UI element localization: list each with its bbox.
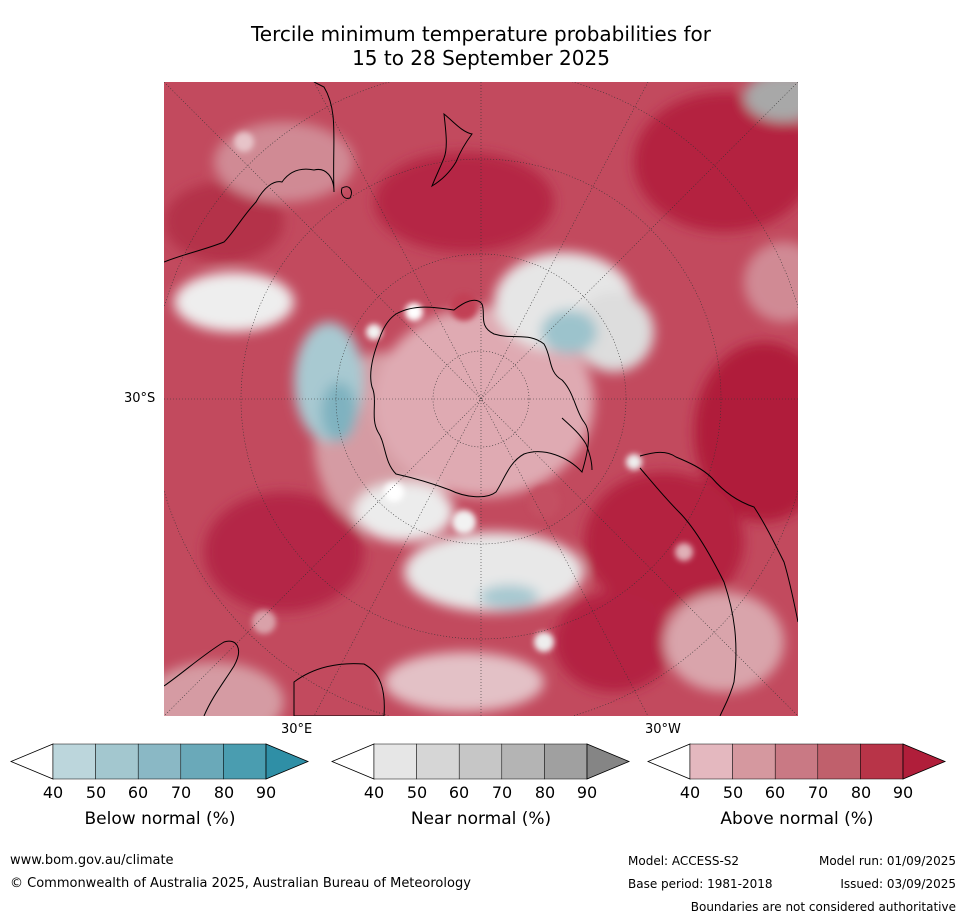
colorbar-segment xyxy=(95,743,139,780)
tick-label: 90 xyxy=(892,783,914,802)
colorbar-near-svg xyxy=(331,743,631,780)
tick-label: 90 xyxy=(576,783,598,802)
copyright-text: © Commonwealth of Australia 2025, Austra… xyxy=(10,876,471,891)
australia-coastline xyxy=(164,82,335,263)
colorbar-segment xyxy=(373,743,417,780)
map-canvas xyxy=(164,82,798,716)
colorbar-above-normal: 40 50 60 70 80 90 Above normal (%) xyxy=(647,743,947,829)
tick-label: 40 xyxy=(363,783,385,802)
colorbar-upper-extend xyxy=(586,743,631,780)
tick-label: 50 xyxy=(85,783,107,802)
tick-label: 40 xyxy=(42,783,64,802)
colorbar-segment xyxy=(860,743,904,780)
title-line-2: 15 to 28 September 2025 xyxy=(352,46,610,70)
website-link[interactable]: www.bom.gov.au/climate xyxy=(10,853,174,868)
africa-coastline xyxy=(164,640,239,716)
colorbar-upper-extend xyxy=(902,743,947,780)
colorbar-lower-extend xyxy=(10,743,54,780)
antarctica-coastline xyxy=(370,299,589,498)
colorbar-segment xyxy=(501,743,545,780)
probability-patches xyxy=(164,82,798,716)
colorbar-above-svg xyxy=(647,743,947,780)
colorbar-segment xyxy=(774,743,819,780)
graticule xyxy=(164,82,798,716)
antarctic-peninsula xyxy=(561,417,593,471)
colorbar-segment xyxy=(416,743,460,780)
fine-speckle xyxy=(234,132,693,652)
colorbar-segment xyxy=(732,743,776,780)
tick-label: 40 xyxy=(679,783,701,802)
tick-label: 70 xyxy=(170,783,192,802)
colorbar-below-normal: 40 50 60 70 80 90 Below normal (%) xyxy=(10,743,310,829)
longitude-label-west: 30°W xyxy=(645,722,681,737)
tick-label: 60 xyxy=(127,783,149,802)
tick-label: 70 xyxy=(491,783,513,802)
base-period-text: Base period: 1981-2018 xyxy=(628,877,773,891)
colorbar-lower-extend xyxy=(331,743,375,780)
tick-label: 70 xyxy=(807,783,829,802)
tick-label: 80 xyxy=(213,783,235,802)
colorbar-segment xyxy=(689,743,733,780)
colorbar-lower-extend xyxy=(647,743,691,780)
colorbar-near-normal: 40 50 60 70 80 90 Near normal (%) xyxy=(331,743,631,829)
colorbar-segment xyxy=(817,743,861,780)
title-line-1: Tercile minimum temperature probabilitie… xyxy=(250,22,712,46)
new-zealand xyxy=(430,112,473,188)
tasmania xyxy=(341,186,352,199)
colorbar-segment xyxy=(180,743,224,780)
colorbar-title: Below normal (%) xyxy=(84,809,236,829)
tick-label: 80 xyxy=(850,783,872,802)
madagascar xyxy=(293,663,385,716)
tick-label: 80 xyxy=(534,783,556,802)
colorbar-below-svg xyxy=(10,743,310,780)
tick-label: 60 xyxy=(448,783,470,802)
map-title: Tercile minimum temperature probabilitie… xyxy=(164,22,798,70)
probability-map xyxy=(164,82,798,716)
model-text: Model: ACCESS-S2 xyxy=(628,854,740,868)
model-run-text: Model run: 01/09/2025 xyxy=(818,854,956,868)
colorbar-title: Near normal (%) xyxy=(410,809,552,829)
longitude-label-east: 30°E xyxy=(281,722,313,737)
issued-text: Issued: 03/09/2025 xyxy=(840,877,956,891)
colorbar-segment xyxy=(544,743,588,780)
colorbar-segment xyxy=(52,743,96,780)
tick-label: 50 xyxy=(722,783,744,802)
colorbar-title: Above normal (%) xyxy=(720,809,874,829)
south-america-coastline xyxy=(639,451,798,716)
colorbar-segment xyxy=(223,743,267,780)
tick-label: 50 xyxy=(406,783,428,802)
latitude-label: 30°S xyxy=(124,391,156,406)
colorbar-segment xyxy=(137,743,182,780)
colorbar-upper-extend xyxy=(265,743,310,780)
disclaimer-text: Boundaries are not considered authoritat… xyxy=(690,900,956,914)
colorbar-segment xyxy=(458,743,503,780)
tick-label: 90 xyxy=(255,783,277,802)
tick-label: 60 xyxy=(764,783,786,802)
